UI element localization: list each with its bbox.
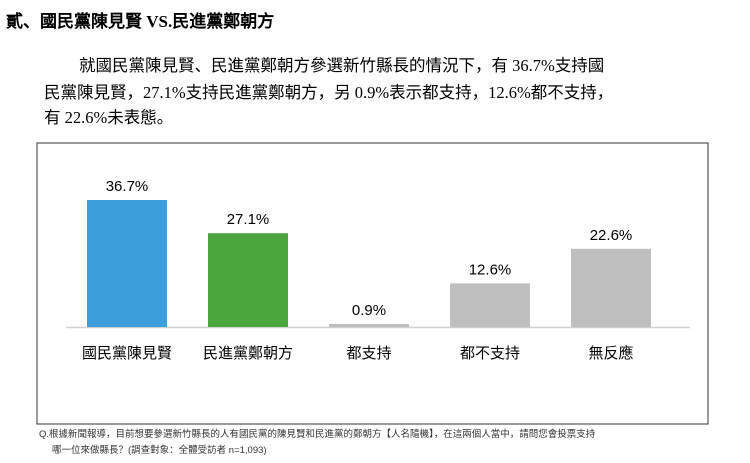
category-label: 民進黨鄭朝方 xyxy=(203,345,293,362)
paragraph-line: 民黨陳見賢，27.1%支持民進黨鄭朝方，另 0.9%表示都支持，12.6%都不支… xyxy=(44,83,613,102)
value-label: 12.6% xyxy=(469,261,512,278)
bar xyxy=(450,283,530,327)
category-label: 都支持 xyxy=(346,345,391,362)
heading: 貳、國民黨陳見賢 VS.民進黨鄭朝方 xyxy=(6,11,274,31)
value-label: 22.6% xyxy=(590,227,633,244)
category-label: 都不支持 xyxy=(460,345,520,362)
bar xyxy=(329,323,409,327)
footnote-line: Q.根據新聞報導，目前想要參選新竹縣長的人有國民黨的陳見賢和民進黨的鄭朝方【人名… xyxy=(39,428,596,440)
category-label: 無反應 xyxy=(588,344,633,362)
chart-frame xyxy=(36,142,709,425)
bar xyxy=(208,233,288,327)
bar xyxy=(87,200,167,327)
footnote-line: 哪一位來做縣長？(調查對象：全體受訪者 n=1,093) xyxy=(52,444,267,456)
bar xyxy=(571,248,651,327)
value-label: 0.9% xyxy=(352,302,386,319)
category-label: 國民黨陳見賢 xyxy=(82,345,172,362)
paragraph-line: 有 22.6%未表態。 xyxy=(44,108,173,127)
value-label: 27.1% xyxy=(227,211,270,228)
paragraph-line: 就國民黨陳見賢、民進黨鄭朝方參選新竹縣長的情況下，有 36.7%支持國 xyxy=(79,56,604,75)
value-label: 36.7% xyxy=(106,178,149,195)
